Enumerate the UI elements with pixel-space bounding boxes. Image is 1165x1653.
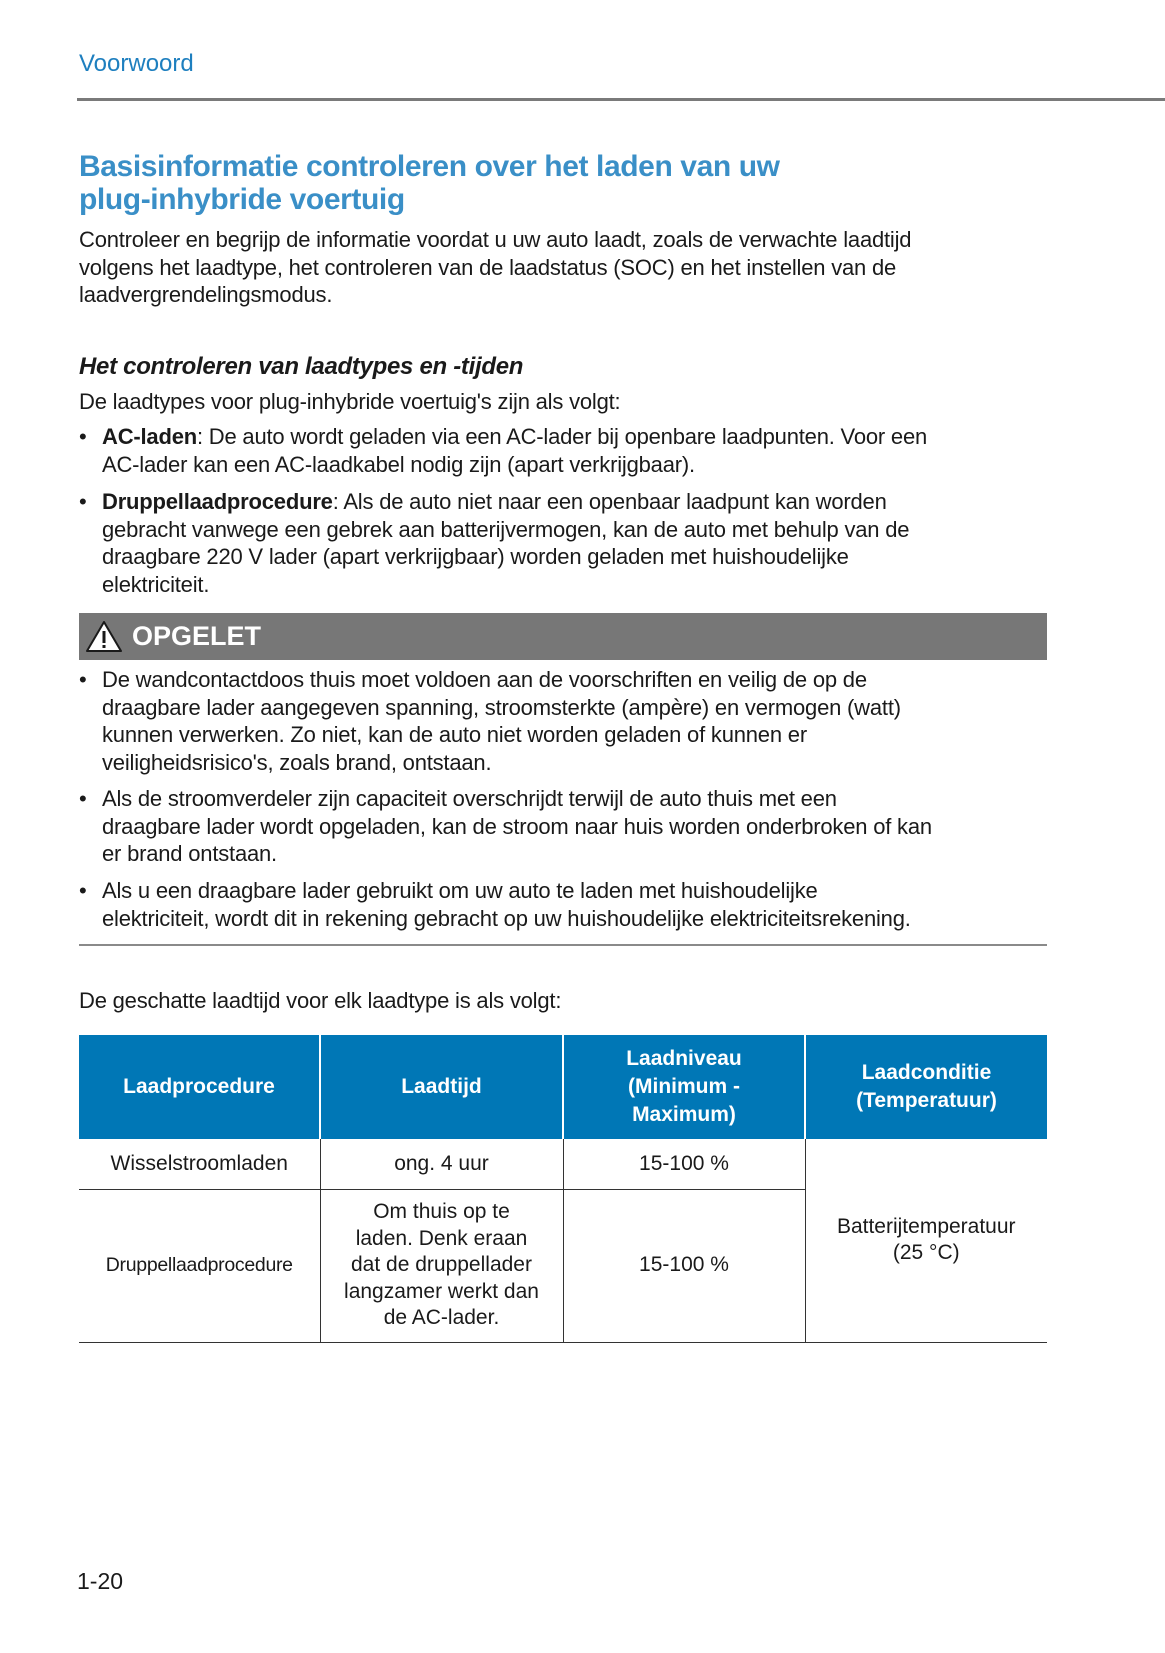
charging-table: Laadprocedure Laadtijd Laadniveau (Minim… [79, 1035, 1047, 1343]
cell-procedure: Druppellaadprocedure [79, 1189, 320, 1343]
table-header-row: Laadprocedure Laadtijd Laadniveau (Minim… [79, 1035, 1047, 1139]
definition-line: draagbare 220 V lader (apart verkrijgbaa… [102, 544, 849, 569]
term: Druppellaadprocedure [102, 489, 333, 514]
header-laadniveau: Laadniveau (Minimum - Maximum) [562, 1035, 805, 1139]
intro-line: laadvergrendelingsmodus. [79, 282, 333, 307]
page-title: Basisinformatie controleren over het lad… [79, 150, 780, 216]
caution-line: De wandcontactdoos thuis moet voldoen aa… [102, 667, 867, 692]
bullet-icon: • [79, 786, 87, 811]
definition-line: gebracht vanwege een gebrek aan batterij… [102, 516, 910, 542]
definition: : Als de auto niet naar een openbaar laa… [332, 489, 887, 514]
header-laadtijd: Laadtijd [319, 1035, 563, 1139]
page-title-line: Basisinformatie controleren over het lad… [79, 150, 780, 183]
bullet-icon: • [79, 424, 87, 449]
bullet-icon: • [79, 878, 87, 903]
bullet-icon: • [79, 489, 87, 514]
intro-paragraph: Controleer en begrijp de informatie voor… [79, 226, 912, 309]
types-intro: De laadtypes voor plug-inhybride voertui… [79, 389, 621, 414]
cell-level: 15-100 % [562, 1139, 805, 1190]
definition-line: AC-lader kan een AC-laadkabel nodig zijn… [102, 451, 695, 477]
cell-time: ong. 4 uur [319, 1139, 563, 1190]
table-row: Druppellaadprocedure Om thuis op te lade… [79, 1189, 1047, 1343]
caution-banner: OPGELET [79, 613, 1047, 660]
term: AC-laden [102, 424, 197, 449]
definition: : De auto wordt geladen via een AC-lader… [196, 424, 928, 449]
cell-level: 15-100 % [562, 1189, 805, 1343]
intro-line: Controleer en begrijp de informatie voor… [79, 227, 912, 252]
caution-line: draagbare lader aangegeven spanning, str… [102, 694, 901, 720]
header-laadconditie: Laadconditie (Temperatuur) [804, 1035, 1047, 1139]
table-intro: De geschatte laadtijd voor elk laadtype … [79, 988, 562, 1013]
bullet-icon: • [79, 667, 87, 692]
cell-procedure: Wisselstroomladen [79, 1139, 320, 1190]
caution-line: kunnen verwerken. Zo niet, kan de auto n… [102, 722, 807, 747]
table-row: Wisselstroomladen ong. 4 uur 15-100 % Ba… [79, 1139, 1047, 1343]
header-divider [77, 98, 1165, 101]
caution-line: draagbare lader wordt opgeladen, kan de … [102, 813, 932, 839]
caution-line: elektriciteit, wordt dit in rekening geb… [102, 905, 911, 931]
section-subheading: Het controleren van laadtypes en -tijden [79, 353, 524, 380]
caution-end-divider [79, 944, 1047, 946]
cell-condition: Batterijtemperatuur (25 °C) [804, 1139, 1047, 1343]
cell-time: Om thuis op te laden. Denk eraan dat de … [319, 1189, 563, 1343]
caution-line: veiligheidsrisico's, zoals brand, ontsta… [102, 749, 492, 775]
definition-line: elektriciteit. [102, 571, 210, 597]
page-number: 1-20 [77, 1568, 124, 1594]
caution-label: OPGELET [132, 621, 262, 651]
section-header: Voorwoord [79, 50, 194, 77]
warning-triangle-icon [86, 621, 122, 652]
caution-line: er brand ontstaan. [102, 841, 277, 866]
header-laadprocedure: Laadprocedure [79, 1035, 320, 1139]
caution-line: Als u een draagbare lader gebruikt om uw… [102, 878, 818, 903]
caution-line: Als de stroomverdeler zijn capaciteit ov… [102, 786, 837, 811]
intro-line: volgens het laadtype, het controleren va… [79, 254, 897, 280]
page-title-line: plug-inhybride voertuig [79, 183, 405, 216]
